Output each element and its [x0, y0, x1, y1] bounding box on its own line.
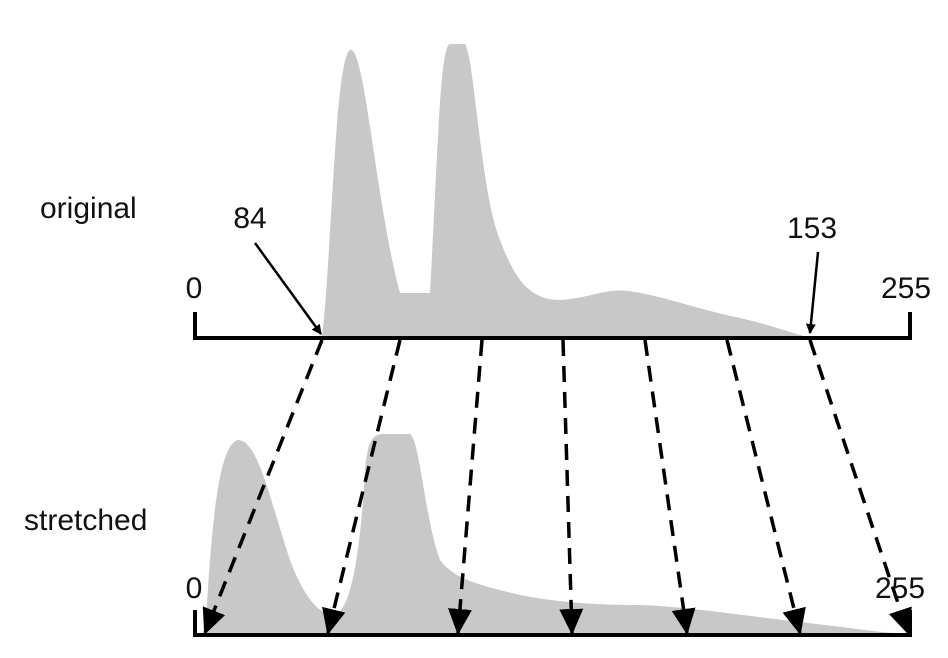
high-value: 153	[787, 212, 837, 245]
low-value: 84	[233, 202, 266, 235]
original-axis	[193, 312, 912, 340]
low-pointer	[253, 242, 323, 335]
original-label: original	[40, 192, 137, 225]
stretched-label: stretched	[24, 504, 147, 537]
mapping-arrow	[725, 339, 806, 635]
mapping-arrow	[202, 339, 324, 635]
original-histogram	[322, 44, 810, 338]
stretched-min: 0	[186, 572, 203, 605]
mapping-arrow	[559, 339, 584, 635]
original-min: 0	[186, 272, 203, 305]
stretched-histogram	[205, 434, 910, 635]
mapping-arrows	[202, 339, 912, 635]
stretched-max: 255	[875, 572, 925, 605]
high-pointer	[805, 251, 820, 334]
mapping-arrow	[447, 339, 484, 635]
mapping-arrow	[643, 339, 696, 635]
original-max: 255	[881, 272, 931, 305]
